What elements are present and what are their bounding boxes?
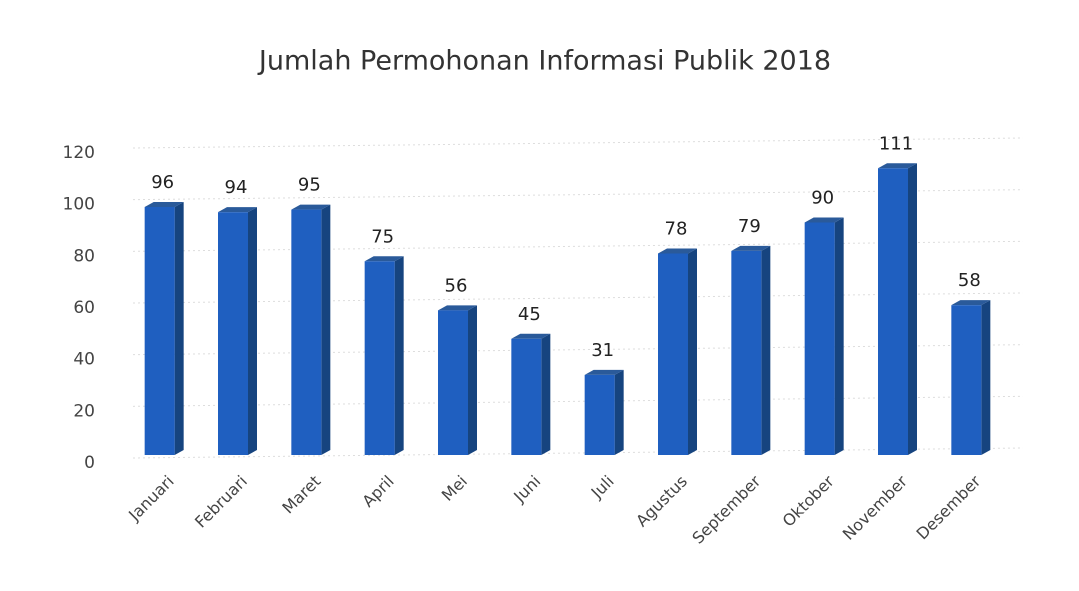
bar-top bbox=[218, 207, 257, 213]
y-tick-label: 80 bbox=[73, 246, 95, 266]
grid-line bbox=[132, 292, 1024, 304]
y-tick-label: 40 bbox=[73, 350, 95, 370]
bar bbox=[218, 212, 248, 455]
bar-side bbox=[981, 300, 991, 455]
bar-side bbox=[174, 202, 184, 455]
bar bbox=[584, 374, 615, 455]
y-tick-label: 20 bbox=[73, 401, 95, 421]
bar-side bbox=[321, 204, 331, 455]
data-label: 79 bbox=[738, 216, 761, 237]
bar-top bbox=[584, 369, 624, 375]
bar-side bbox=[761, 245, 771, 455]
bar bbox=[804, 222, 835, 455]
grid-line bbox=[132, 344, 1024, 356]
y-tick-label: 100 bbox=[63, 195, 95, 215]
data-label: 96 bbox=[151, 172, 174, 193]
bar-side bbox=[394, 256, 404, 455]
grid-line bbox=[132, 137, 1024, 149]
bar-top bbox=[511, 333, 551, 339]
bar-side bbox=[688, 248, 697, 455]
bar bbox=[291, 209, 322, 455]
grid-line bbox=[132, 447, 1024, 459]
y-tick-label: 120 bbox=[63, 143, 95, 163]
bar-top bbox=[878, 163, 917, 169]
bar bbox=[951, 305, 982, 455]
bar bbox=[144, 207, 175, 455]
data-label: 94 bbox=[225, 177, 248, 198]
data-label: 58 bbox=[958, 270, 981, 291]
bar-side bbox=[834, 217, 844, 455]
bar-side bbox=[614, 369, 624, 455]
bar-side bbox=[468, 305, 477, 455]
bar-top bbox=[144, 202, 184, 207]
bar bbox=[731, 250, 762, 455]
bar-top bbox=[291, 204, 331, 210]
data-label: 31 bbox=[591, 340, 614, 361]
bar-top bbox=[804, 217, 844, 223]
bar bbox=[658, 253, 688, 455]
data-label: 90 bbox=[811, 188, 834, 209]
bar-side bbox=[541, 333, 551, 455]
grid-line bbox=[132, 240, 1024, 252]
grid-line bbox=[132, 189, 1024, 201]
bar bbox=[511, 338, 542, 455]
bar-top bbox=[658, 248, 697, 254]
bar-side bbox=[248, 207, 257, 455]
bar bbox=[878, 168, 908, 455]
data-label: 56 bbox=[445, 275, 468, 296]
data-label: 111 bbox=[879, 133, 913, 154]
bar-side bbox=[908, 163, 917, 455]
data-label: 45 bbox=[518, 304, 541, 325]
grid-line bbox=[132, 395, 1024, 407]
y-tick-label: 60 bbox=[73, 298, 95, 318]
bar-top bbox=[438, 305, 477, 311]
bar bbox=[438, 310, 468, 455]
y-tick-label: 0 bbox=[84, 453, 95, 473]
bar-top bbox=[731, 245, 771, 251]
data-label: 95 bbox=[298, 175, 321, 196]
data-label: 75 bbox=[371, 226, 394, 247]
bar-top bbox=[364, 256, 404, 262]
chart-title: Jumlah Permohonan Informasi Publik 2018 bbox=[257, 46, 831, 77]
data-label: 78 bbox=[665, 219, 688, 240]
bar-top bbox=[951, 300, 991, 306]
bar bbox=[364, 261, 395, 455]
